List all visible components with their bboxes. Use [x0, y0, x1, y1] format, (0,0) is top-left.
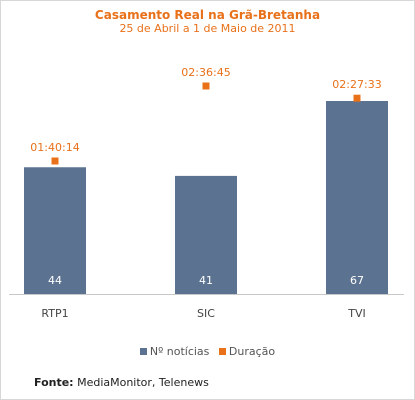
legend-item-duracao: Duração — [218, 345, 276, 358]
legend-swatch-noticias — [139, 348, 147, 355]
source-text: MediaMonitor, Telenews — [73, 376, 209, 389]
legend-label-duracao: Duração — [228, 345, 276, 358]
legend-label-noticias: Nº notícias — [149, 345, 210, 358]
bar-label-tvi: 67 — [350, 274, 364, 287]
bar-rtp1 — [24, 167, 86, 294]
duration-marker-sic — [202, 82, 210, 90]
x-tick-label-rtp1: RTP1 — [41, 307, 68, 320]
x-tick-label-tvi: TVI — [347, 307, 366, 320]
bar-tvi — [326, 101, 388, 294]
source-note: Fonte: MediaMonitor, Telenews — [34, 376, 209, 389]
bar-sic — [175, 175, 237, 294]
legend-swatch-duracao — [218, 348, 226, 355]
duration-label-tvi: 02:27:33 — [332, 78, 381, 91]
legend-item-noticias: Nº notícias — [139, 345, 210, 358]
x-tick-label-sic: SIC — [197, 307, 215, 320]
duration-marker-tvi — [353, 94, 361, 102]
chart-title: Casamento Real na Grã-Bretanha — [94, 8, 321, 22]
duration-label-rtp1: 01:40:14 — [30, 141, 79, 154]
duration-label-sic: 02:36:45 — [181, 66, 230, 79]
bar-label-sic: 41 — [199, 274, 213, 287]
source-label: Fonte: — [34, 376, 74, 389]
duration-marker-rtp1 — [51, 157, 59, 165]
chart-subtitle: 25 de Abril a 1 de Maio de 2011 — [119, 22, 296, 35]
chart-legend: Nº notícias Duração — [0, 345, 415, 358]
bar-label-rtp1: 44 — [48, 274, 62, 287]
